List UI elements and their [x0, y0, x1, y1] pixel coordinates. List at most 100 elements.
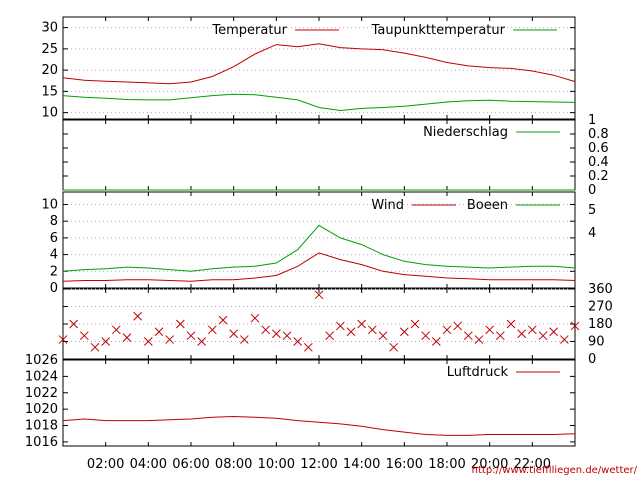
xtick-label: 16:00 — [386, 457, 423, 472]
scatter-point — [570, 321, 580, 331]
legend-label: Taupunkttemperatur — [371, 23, 506, 38]
scatter-point — [90, 342, 100, 352]
ytick-label: 0.4 — [588, 155, 609, 170]
scatter-point — [346, 327, 356, 337]
xtick-label: 02:00 — [87, 457, 124, 472]
ytick-label: 1018 — [25, 419, 58, 434]
scatter-point — [186, 331, 196, 341]
ytick-label: 30 — [41, 21, 58, 36]
legend-label: Luftdruck — [447, 365, 509, 380]
right-ytick-label: 4 — [588, 226, 596, 241]
xtick-label: 08:00 — [215, 457, 252, 472]
scatter-point — [431, 337, 441, 346]
ytick-label: 8 — [50, 214, 58, 229]
ytick-label: 1022 — [25, 386, 58, 401]
scatter-point — [559, 335, 569, 344]
ytick-label: 15 — [41, 84, 58, 99]
scatter-point — [453, 321, 463, 331]
scatter-point — [549, 327, 559, 337]
right-ytick-label: 5 — [588, 203, 596, 218]
scatter-point — [218, 315, 228, 325]
scatter-point — [325, 331, 335, 341]
ytick-label: 0.8 — [588, 127, 609, 142]
scatter-point — [154, 327, 164, 337]
xtick-label: 06:00 — [172, 457, 209, 472]
legend-label: Boeen — [467, 198, 508, 213]
scatter-point — [250, 313, 260, 323]
ytick-label: 1 — [588, 113, 596, 128]
ytick-label: 1024 — [25, 369, 58, 384]
scatter-point — [101, 337, 111, 346]
scatter-point — [389, 342, 399, 352]
scatter-point — [517, 329, 527, 339]
ytick-label: 1016 — [25, 435, 58, 450]
scatter-point — [197, 337, 207, 346]
ytick-label: 1026 — [25, 353, 58, 368]
scatter-point — [271, 329, 281, 339]
ytick-label: 90 — [588, 335, 605, 350]
xtick-label: 18:00 — [428, 457, 465, 472]
legend-label: Wind — [371, 198, 404, 213]
ytick-label: 4 — [50, 248, 58, 263]
scatter-point — [506, 319, 516, 329]
ytick-label: 0 — [588, 183, 596, 198]
xtick-label: 12:00 — [300, 457, 337, 472]
scatter-point — [58, 335, 68, 344]
xtick-label: 04:00 — [130, 457, 167, 472]
series-line-0 — [62, 43, 576, 85]
scatter-point — [495, 331, 505, 341]
ytick-label: 0.2 — [588, 169, 609, 184]
series-line-1 — [62, 224, 576, 272]
scatter-point — [79, 331, 89, 341]
scatter-point — [207, 325, 217, 335]
xtick-label: 14:00 — [343, 457, 380, 472]
series-line-0 — [62, 415, 576, 436]
ytick-label: 10 — [41, 198, 58, 213]
scatter-point — [485, 325, 495, 335]
footer-url[interactable]: http://www.tiefflliegen.de/wetter/ — [471, 465, 637, 476]
scatter-point — [122, 333, 132, 342]
scatter-point — [282, 331, 292, 341]
scatter-point — [229, 329, 239, 339]
ytick-label: 10 — [41, 106, 58, 121]
series-line-1 — [62, 93, 576, 112]
scatter-point — [293, 337, 303, 346]
scatter-point — [335, 321, 345, 331]
legend-label: Temperatur — [211, 23, 287, 38]
ytick-label: 0 — [50, 281, 58, 296]
ytick-label: 20 — [41, 63, 58, 78]
wind_direction-panel: 0 90 180 270 360 — [58, 282, 613, 367]
ytick-label: 0 — [588, 352, 596, 367]
scatter-point — [463, 331, 473, 341]
xtick-label: 20:00 — [471, 457, 508, 472]
legend-label: Niederschlag — [423, 125, 508, 140]
ytick-label: 0.6 — [588, 141, 609, 156]
scatter-point — [357, 319, 367, 329]
xtick-label: 22:00 — [514, 457, 551, 472]
ytick-label: 25 — [41, 42, 58, 57]
scatter-point — [367, 325, 377, 335]
scatter-point — [399, 327, 409, 337]
xtick-label: 10:00 — [258, 457, 295, 472]
ytick-label: 6 — [50, 231, 58, 246]
ytick-label: 2 — [50, 264, 58, 279]
scatter-point — [474, 335, 484, 344]
scatter-point — [421, 331, 431, 341]
scatter-point — [69, 319, 79, 329]
scatter-point — [143, 337, 153, 346]
ytick-label: 270 — [588, 300, 613, 315]
scatter-point — [538, 331, 548, 341]
scatter-point — [111, 325, 121, 335]
temperature-panel: 10 15 20 25 30 Temperatur Taupunkttemperatur — [41, 16, 576, 121]
scatter-point — [239, 335, 249, 344]
ytick-label: 1020 — [25, 402, 58, 417]
scatter-point — [133, 311, 143, 321]
scatter-point — [410, 319, 420, 329]
ytick-label: 360 — [588, 282, 613, 297]
scatter-point — [175, 319, 185, 329]
ytick-label: 180 — [588, 317, 613, 332]
